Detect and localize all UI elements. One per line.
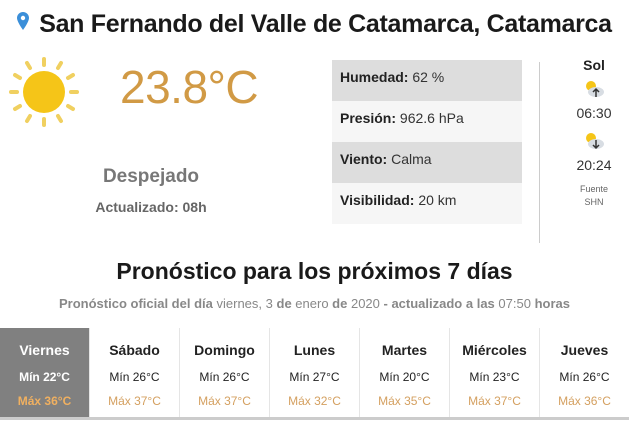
sun-icon: [8, 56, 80, 133]
day-name: Martes: [381, 342, 428, 358]
forecast-day[interactable]: Martes Mín 20°C Máx 35°C: [359, 328, 449, 417]
forecast-day[interactable]: Lunes Mín 27°C Máx 32°C: [269, 328, 359, 417]
day-max: Máx 36°C: [17, 394, 72, 408]
sunset-icon: [560, 129, 628, 155]
sunrise-time: 06:30: [576, 105, 612, 121]
day-min: Mín 27°C: [289, 370, 340, 384]
sub-text: de: [332, 296, 348, 311]
detail-label: Viento:: [340, 151, 388, 167]
sub-year: 2020: [350, 296, 380, 311]
updated-time: Actualizado: 08h: [95, 199, 207, 215]
current-condition: Despejado: [102, 166, 200, 187]
sunset-time: 20:24: [576, 157, 612, 173]
detail-pressure: Presión: 962.6 hPa: [332, 101, 522, 142]
details-table: Humedad: 62 % Presión: 962.6 hPa Viento:…: [332, 60, 522, 224]
detail-label: Humedad:: [340, 69, 409, 85]
day-name: Jueves: [560, 342, 609, 358]
day-max: Máx 37°C: [108, 394, 161, 408]
day-min: Mín 26°C: [199, 370, 250, 384]
detail-value: 962.6 hPa: [399, 110, 464, 126]
forecast-day[interactable]: Sábado Mín 26°C Máx 37°C: [89, 328, 179, 417]
day-min: Mín 23°C: [469, 370, 520, 384]
sub-date: viernes, 3: [216, 296, 273, 311]
sunrise-icon: [560, 77, 628, 103]
location-name: San Fernando del Valle de Catamarca, Cat…: [39, 10, 612, 38]
day-name: Viernes: [19, 342, 70, 358]
day-name: Lunes: [293, 342, 336, 358]
forecast-day[interactable]: Jueves Mín 26°C Máx 36°C: [539, 328, 629, 417]
sub-text: horas: [534, 296, 570, 311]
detail-value: 20 km: [418, 192, 457, 208]
forecast-heading: Pronóstico para los próximos 7 días: [116, 258, 513, 284]
forecast-day[interactable]: Viernes Mín 22°C Máx 36°C: [0, 328, 89, 417]
sub-time: 07:50: [498, 296, 531, 311]
day-min: Mín 22°C: [19, 370, 70, 384]
day-max: Máx 36°C: [558, 394, 611, 408]
map-pin-icon: [17, 8, 30, 37]
detail-label: Visibilidad:: [340, 192, 415, 208]
detail-visibility: Visibilidad: 20 km: [332, 183, 522, 224]
source-name: SHN: [584, 197, 604, 207]
day-min: Mín 20°C: [379, 370, 430, 384]
source-label: Fuente: [579, 184, 609, 194]
forecast-grid: Viernes Mín 22°C Máx 36°C Sábado Mín 26°C Má…: [0, 328, 629, 420]
day-name: Sábado: [109, 342, 160, 358]
sun-heading: Sol: [583, 57, 605, 73]
day-min: Mín 26°C: [559, 370, 610, 384]
day-min: Mín 26°C: [109, 370, 160, 384]
detail-wind: Viento: Calma: [332, 142, 522, 183]
detail-label: Presión:: [340, 110, 397, 126]
day-max: Máx 37°C: [198, 394, 251, 408]
detail-humidity: Humedad: 62 %: [332, 60, 522, 101]
divider: [539, 62, 540, 243]
sub-text: de: [276, 296, 292, 311]
day-name: Miércoles: [462, 342, 527, 358]
sub-text: - actualizado a las: [383, 296, 495, 311]
location-title: San Fernando del Valle de Catamarca, Cat…: [0, 10, 629, 40]
sun-times: Sol 06:30 20:24 Fuente SHN: [560, 57, 628, 209]
detail-value: Calma: [391, 151, 432, 167]
day-max: Máx 35°C: [378, 394, 431, 408]
day-max: Máx 37°C: [468, 394, 521, 408]
sub-month: enero: [295, 296, 329, 311]
sub-text: Pronóstico oficial del día: [59, 296, 213, 311]
day-max: Máx 32°C: [288, 394, 341, 408]
day-name: Domingo: [194, 342, 255, 358]
forecast-day[interactable]: Domingo Mín 26°C Máx 37°C: [179, 328, 269, 417]
forecast-subheading: Pronóstico oficial del día viernes, 3 de…: [0, 296, 629, 311]
detail-value: 62 %: [412, 69, 445, 85]
current-temperature: 23.8°C: [120, 61, 259, 113]
forecast-day[interactable]: Miércoles Mín 23°C Máx 37°C: [449, 328, 539, 417]
